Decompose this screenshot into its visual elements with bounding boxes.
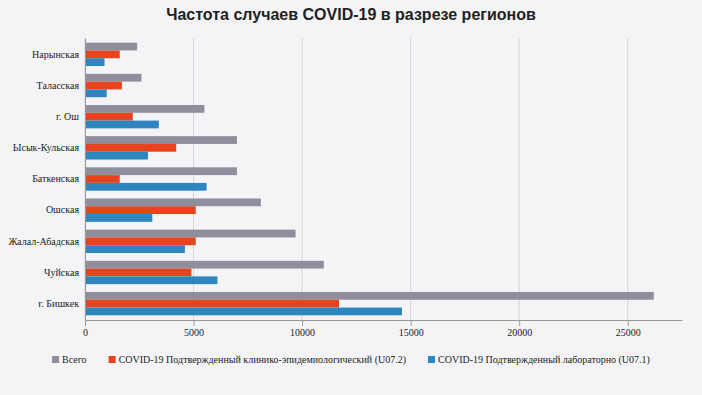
bar: [85, 74, 141, 82]
bar: [85, 237, 196, 245]
bar: [85, 206, 196, 214]
grid-line: [302, 38, 303, 320]
title: Частота случаев COVID-19 в разрезе регио…: [166, 6, 536, 23]
tick-mark: [628, 320, 629, 326]
grid-line: [519, 38, 520, 320]
category-label: Таласская: [37, 80, 80, 91]
axis-line: [85, 39, 86, 321]
bar: [85, 113, 133, 121]
bar: [85, 308, 402, 316]
bar: [85, 136, 237, 144]
category-label: г. Бишкек: [38, 298, 79, 309]
tick: г. Ош: [56, 111, 85, 122]
legend-label: COVID-19 Подтвержденный лабораторно (U07…: [438, 354, 650, 366]
legend-item: Всего: [52, 354, 87, 365]
bar: [85, 152, 148, 160]
grid-line: [410, 38, 411, 320]
tick-label: 10000: [290, 327, 315, 338]
bar: [85, 245, 185, 253]
legend-label: COVID-19 Подтвержденный клинико-эпидемио…: [119, 354, 406, 366]
bar: [85, 121, 159, 129]
x-axis: 0 5000 10000 15000 20000 25000: [83, 320, 683, 338]
bar: [85, 261, 324, 269]
bar: [85, 82, 122, 90]
tick-mark: [302, 320, 303, 326]
tick: 0: [83, 320, 88, 338]
bar: [85, 167, 237, 175]
bar: [85, 89, 107, 97]
grid-line: [85, 38, 86, 320]
tick: 20000: [507, 320, 532, 338]
legend-label: Всего: [62, 354, 87, 365]
series: [85, 43, 654, 300]
bar: [85, 198, 261, 206]
tick-label: 0: [83, 327, 88, 338]
category-label: Жалал-Абадская: [8, 236, 79, 247]
tick: 10000: [290, 320, 315, 338]
grid-line: [627, 38, 628, 320]
tick: Таласская: [37, 80, 85, 91]
legend: Всего COVID-19 Подтвержденный клинико-эпи…: [52, 354, 650, 366]
tick-label: 5000: [184, 327, 204, 338]
bar: [85, 105, 204, 113]
tick: Жалал-Абадская: [8, 236, 85, 247]
bar: [85, 276, 217, 284]
tick: 25000: [616, 320, 641, 338]
tick: Ошская: [46, 204, 85, 215]
legend-swatch: [109, 356, 116, 363]
tick-mark: [411, 320, 412, 326]
bar: [85, 269, 191, 277]
tick: Чуйская: [44, 267, 85, 278]
category-label: Баткенская: [32, 173, 79, 184]
tick-label: 15000: [399, 327, 424, 338]
tick: г. Бишкек: [38, 298, 85, 309]
legend-swatch: [52, 356, 59, 363]
y-axis: Нарынская Таласская г. Ош Ысык-Кульская Батк…: [8, 39, 85, 321]
grid: [85, 38, 628, 320]
category-label: Нарынская: [32, 49, 79, 60]
series: [85, 50, 339, 307]
chart: Частота случаев COVID-19 в разрезе регио…: [0, 0, 702, 395]
category-label: Ысык-Кульская: [13, 142, 80, 153]
tick: 5000: [184, 320, 204, 338]
legend-item: COVID-19 Подтвержденный лабораторно (U07…: [428, 354, 650, 366]
bar: [85, 183, 207, 191]
bar: [85, 292, 654, 300]
tick-mark: [85, 320, 86, 326]
axis-line: [86, 320, 683, 321]
bar: [85, 58, 105, 66]
bar: [85, 230, 296, 238]
tick-label: 25000: [616, 327, 641, 338]
category-label: Ошская: [46, 204, 80, 215]
bars: [85, 43, 654, 316]
category-label: г. Ош: [56, 111, 79, 122]
category-label: Чуйская: [44, 267, 79, 278]
bar: [85, 300, 339, 308]
bar: [85, 50, 120, 58]
tick-label: 20000: [507, 327, 532, 338]
tick-mark: [519, 320, 520, 326]
bar: [85, 43, 137, 51]
bar: [85, 175, 120, 183]
tick: Баткенская: [32, 173, 85, 184]
legend-item: COVID-19 Подтвержденный клинико-эпидемио…: [109, 354, 406, 366]
tick: Ысык-Кульская: [13, 142, 85, 153]
plot: 0 5000 10000 15000 20000 25000 Нарынская Таласс…: [8, 38, 682, 338]
tick: Нарынская: [32, 49, 85, 60]
tick: 15000: [399, 320, 424, 338]
bar: [85, 144, 176, 152]
tick-mark: [194, 320, 195, 326]
legend-swatch: [428, 356, 435, 363]
series: [85, 58, 402, 315]
bar: [85, 214, 152, 222]
